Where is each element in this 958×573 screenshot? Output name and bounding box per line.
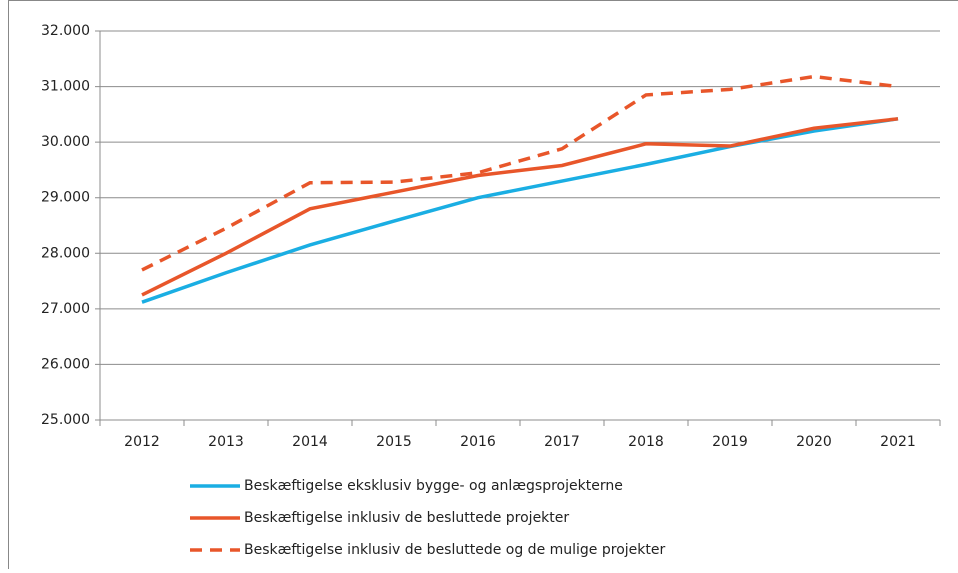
y-tick-label: 30.000: [41, 134, 90, 150]
x-tick-label: 2018: [628, 434, 664, 450]
y-tick-label: 29.000: [41, 190, 90, 206]
legend-label: Beskæftigelse inklusiv de besluttede pro…: [244, 510, 569, 526]
x-tick-label: 2015: [376, 434, 412, 450]
series-line: [141, 117, 899, 297]
y-tick-label: 27.000: [41, 301, 90, 317]
legend-label: Beskæftigelse inklusiv de besluttede og …: [244, 542, 665, 558]
x-tick-label: 2016: [460, 434, 496, 450]
x-tick-label: 2019: [712, 434, 748, 450]
x-tick-label: 2013: [208, 434, 244, 450]
x-tick-label: 2021: [880, 434, 916, 450]
x-tick-label: 2014: [292, 434, 328, 450]
y-tick-label: 25.000: [41, 412, 90, 428]
x-tick-label: 2020: [796, 434, 832, 450]
legend-label: Beskæftigelse eksklusiv bygge- og anlægs…: [244, 478, 623, 494]
y-tick-label: 28.000: [41, 245, 90, 261]
y-tick-label: 26.000: [41, 356, 90, 372]
y-tick-label: 31.000: [41, 79, 90, 95]
x-tick-label: 2017: [544, 434, 580, 450]
x-tick-label: 2012: [124, 434, 160, 450]
y-tick-label: 32.000: [41, 23, 90, 39]
series-line: [141, 74, 899, 272]
